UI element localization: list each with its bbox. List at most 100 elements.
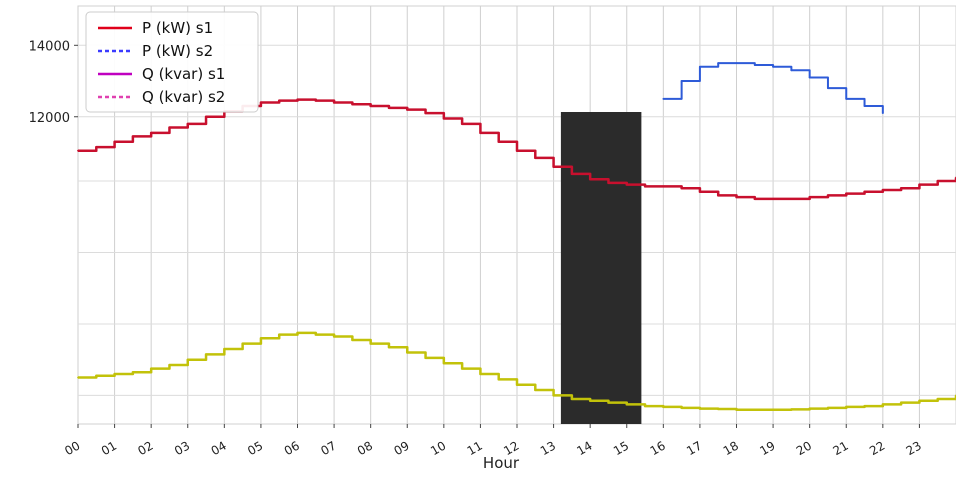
- data-point: [699, 407, 701, 410]
- x-tick-label: 14: [574, 438, 594, 458]
- data-point: [241, 342, 244, 345]
- data-point: [534, 389, 537, 391]
- axes: 12000 14000 00 01 02 03 04 05 06 07 08 09 10 11 12 13 14…: [29, 39, 924, 458]
- data-point: [552, 165, 555, 168]
- series-line-1: [663, 62, 884, 114]
- data-point: [662, 97, 665, 100]
- data-point: [808, 407, 811, 410]
- data-point: [424, 357, 427, 359]
- data-point: [589, 399, 592, 402]
- x-tick-label: 07: [318, 438, 338, 458]
- x-tick-label: 03: [172, 438, 192, 458]
- data-point: [881, 189, 884, 191]
- data-point: [260, 101, 262, 104]
- data-point: [205, 115, 207, 118]
- data-point: [680, 80, 683, 82]
- data-point: [113, 140, 116, 143]
- data-point: [314, 99, 317, 102]
- data-point: [918, 399, 921, 402]
- data-point: [388, 106, 390, 109]
- data-point: [753, 408, 756, 411]
- x-tick-label: 12: [501, 438, 521, 458]
- data-point: [644, 405, 646, 408]
- data-point: [863, 190, 866, 193]
- x-tick-label: 11: [465, 438, 485, 458]
- data-point: [753, 198, 756, 200]
- data-point: [772, 65, 774, 68]
- shaded-band-layer: [560, 112, 642, 424]
- shaded-band: [560, 112, 642, 424]
- x-tick-label: 06: [282, 438, 302, 458]
- x-tick-label: 19: [757, 438, 777, 458]
- data-point: [333, 335, 335, 338]
- data-point: [296, 331, 299, 334]
- data-point: [845, 192, 848, 195]
- data-point: [589, 178, 592, 181]
- data-point: [827, 407, 829, 409]
- data-point: [131, 135, 134, 138]
- data-point: [625, 403, 628, 406]
- data-point: [479, 373, 482, 375]
- data-point: [863, 405, 866, 408]
- data-point: [936, 398, 939, 400]
- data-point: [570, 173, 573, 175]
- data-point: [680, 187, 683, 190]
- data-point: [351, 339, 354, 341]
- data-point: [808, 196, 811, 199]
- data-point: [333, 101, 335, 104]
- data-point: [772, 408, 774, 411]
- data-point: [497, 378, 500, 381]
- data-point: [717, 194, 720, 197]
- x-axis-label: Hour: [483, 454, 520, 472]
- data-point: [461, 122, 464, 125]
- data-point: [735, 62, 738, 65]
- y-tick-label: 14000: [29, 39, 70, 54]
- data-point: [717, 62, 720, 65]
- data-point: [735, 408, 738, 411]
- data-point: [479, 131, 482, 134]
- data-point: [845, 97, 848, 100]
- data-point: [296, 98, 299, 101]
- y-tick-label: 12000: [29, 111, 70, 126]
- data-point: [314, 333, 317, 336]
- data-point: [369, 105, 372, 107]
- data-point: [644, 185, 646, 188]
- data-point: [461, 367, 464, 370]
- data-point: [753, 64, 756, 66]
- legend-box: [85, 11, 259, 113]
- data-point: [808, 76, 811, 79]
- data-point: [570, 398, 573, 400]
- x-tick-label: 20: [794, 438, 814, 458]
- data-point: [150, 367, 153, 370]
- data-point: [680, 407, 683, 409]
- data-point: [95, 146, 98, 149]
- legend: P (kW) s1 P (kW) s2 Q (kvar) s1 Q (kvar) s2: [85, 11, 259, 113]
- x-tick-label: 01: [99, 438, 119, 458]
- legend-label: Q (kvar) s2: [142, 88, 225, 106]
- x-tick-label: 15: [611, 438, 631, 458]
- data-point: [827, 87, 829, 90]
- data-point: [516, 149, 518, 152]
- legend-label: Q (kvar) s1: [142, 65, 225, 83]
- data-point: [168, 364, 171, 366]
- data-point: [516, 383, 518, 386]
- data-point: [113, 373, 116, 375]
- data-point: [662, 185, 665, 188]
- data-point: [918, 183, 921, 186]
- data-point: [186, 358, 189, 361]
- data-point: [278, 99, 281, 102]
- data-point: [369, 342, 372, 345]
- data-point: [534, 156, 537, 159]
- x-tick-label: 08: [355, 438, 375, 458]
- legend-label: P (kW) s2: [142, 42, 213, 60]
- x-tick-label: 10: [428, 438, 448, 458]
- x-tick-label: 04: [209, 438, 229, 458]
- series-layer: [77, 62, 956, 411]
- x-tick-label: 09: [392, 438, 412, 458]
- legend-label: P (kW) s1: [142, 19, 213, 37]
- x-tick-label: 02: [135, 438, 155, 458]
- data-point: [131, 371, 134, 374]
- x-tick-label: 00: [62, 438, 82, 458]
